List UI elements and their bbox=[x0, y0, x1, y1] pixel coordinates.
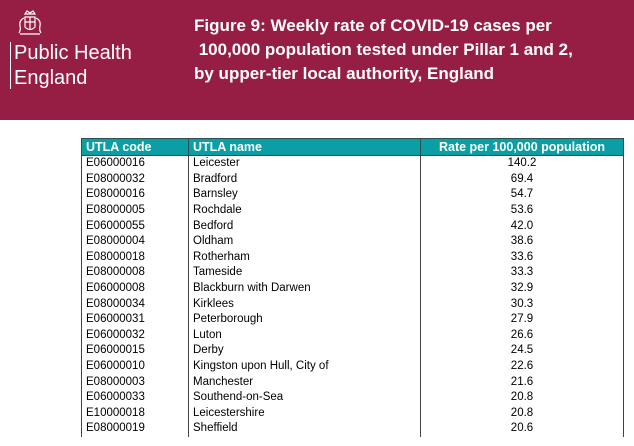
cell-rate: 33.6 bbox=[420, 249, 624, 266]
cell-rate: 33.3 bbox=[420, 265, 624, 281]
cell-utla-code: E10000018 bbox=[81, 405, 189, 422]
cell-rate: 20.8 bbox=[420, 405, 624, 422]
cell-utla-code: E06000008 bbox=[81, 280, 189, 297]
cell-rate: 27.9 bbox=[420, 311, 624, 328]
cell-rate: 32.9 bbox=[420, 280, 624, 297]
table-row: E08000018 Rotherham 33.6 bbox=[81, 249, 624, 266]
table-row: E06000031 Peterborough 27.9 bbox=[81, 311, 624, 328]
table-body: E06000016 Leicester 140.2 E08000032 Bradford… bbox=[81, 154, 624, 437]
table-row: E10000018 Leicestershire 20.8 bbox=[81, 405, 624, 422]
cell-utla-code: E08000016 bbox=[81, 187, 189, 203]
header-banner: Public Health England Figure 9: Weekly r… bbox=[0, 0, 634, 120]
cell-rate: 22.6 bbox=[420, 358, 624, 375]
cell-utla-name: Leicestershire bbox=[188, 405, 421, 422]
cell-utla-name: Tameside bbox=[188, 265, 421, 281]
column-header-rate: Rate per 100,000 population bbox=[420, 138, 624, 156]
cell-utla-code: E06000015 bbox=[81, 343, 189, 359]
cell-utla-code: E08000034 bbox=[81, 296, 189, 312]
cell-rate: 53.6 bbox=[420, 202, 624, 219]
cell-utla-name: Bedford bbox=[188, 218, 421, 234]
cell-utla-name: Barnsley bbox=[188, 187, 421, 203]
cell-utla-name: Kingston upon Hull, City of bbox=[188, 358, 421, 375]
cell-rate: 20.8 bbox=[420, 389, 624, 406]
cell-utla-name: Blackburn with Darwen bbox=[188, 280, 421, 297]
cell-utla-name: Southend-on-Sea bbox=[188, 389, 421, 406]
cell-rate: 26.6 bbox=[420, 327, 624, 344]
cell-rate: 140.2 bbox=[420, 154, 624, 172]
cell-utla-name: Rochdale bbox=[188, 202, 421, 219]
royal-crest-icon bbox=[18, 10, 42, 35]
cell-utla-code: E06000031 bbox=[81, 311, 189, 328]
cell-utla-code: E08000008 bbox=[81, 265, 189, 281]
cell-utla-name: Oldham bbox=[188, 233, 421, 250]
table-row: E08000019 Sheffield 20.6 bbox=[81, 421, 624, 437]
table-row: E08000016 Barnsley 54.7 bbox=[81, 187, 624, 203]
cell-utla-code: E08000019 bbox=[81, 421, 189, 437]
cell-rate: 42.0 bbox=[420, 218, 624, 234]
cell-rate: 38.6 bbox=[420, 233, 624, 250]
cell-utla-code: E06000032 bbox=[81, 327, 189, 344]
cell-utla-code: E06000016 bbox=[81, 154, 189, 172]
cell-utla-code: E08000003 bbox=[81, 374, 189, 390]
rate-table: UTLA code UTLA name Rate per 100,000 pop… bbox=[81, 138, 624, 437]
table-row: E08000005 Rochdale 53.6 bbox=[81, 202, 624, 219]
figure-title-line3: by upper-tier local authority, England bbox=[194, 64, 495, 83]
table-row: E06000016 Leicester 140.2 bbox=[81, 154, 624, 172]
cell-utla-name: Peterborough bbox=[188, 311, 421, 328]
figure-title: Figure 9: Weekly rate of COVID-19 cases … bbox=[194, 14, 626, 86]
table-row: E06000032 Luton 26.6 bbox=[81, 327, 624, 344]
logo-text-line2: England bbox=[14, 67, 88, 89]
cell-utla-name: Derby bbox=[188, 343, 421, 359]
cell-utla-code: E06000033 bbox=[81, 389, 189, 406]
table-row: E06000010 Kingston upon Hull, City of 22.6 bbox=[81, 358, 624, 375]
cell-utla-code: E08000005 bbox=[81, 202, 189, 219]
cell-utla-code: E08000004 bbox=[81, 233, 189, 250]
logo-divider bbox=[10, 42, 11, 89]
cell-utla-code: E06000055 bbox=[81, 218, 189, 234]
cell-rate: 24.5 bbox=[420, 343, 624, 359]
cell-utla-name: Bradford bbox=[188, 171, 421, 188]
table-row: E06000008 Blackburn with Darwen 32.9 bbox=[81, 280, 624, 297]
table-row: E06000033 Southend-on-Sea 20.8 bbox=[81, 389, 624, 406]
table-row: E08000008 Tameside 33.3 bbox=[81, 265, 624, 281]
table-row: E08000032 Bradford 69.4 bbox=[81, 171, 624, 188]
figure-title-line1: Figure 9: Weekly rate of COVID-19 cases … bbox=[194, 16, 552, 35]
cell-utla-name: Manchester bbox=[188, 374, 421, 390]
cell-utla-code: E06000010 bbox=[81, 358, 189, 375]
figure-title-line2: 100,000 population tested under Pillar 1… bbox=[194, 40, 573, 59]
column-header-code: UTLA code bbox=[81, 138, 189, 156]
cell-utla-name: Sheffield bbox=[188, 421, 421, 437]
cell-utla-name: Kirklees bbox=[188, 296, 421, 312]
cell-utla-name: Leicester bbox=[188, 154, 421, 172]
cell-utla-name: Luton bbox=[188, 327, 421, 344]
cell-utla-code: E08000032 bbox=[81, 171, 189, 188]
cell-utla-name: Rotherham bbox=[188, 249, 421, 266]
cell-utla-code: E08000018 bbox=[81, 249, 189, 266]
table-row: E08000003 Manchester 21.6 bbox=[81, 374, 624, 390]
logo-text-line1: Public Health bbox=[14, 42, 132, 64]
cell-rate: 69.4 bbox=[420, 171, 624, 188]
cell-rate: 20.6 bbox=[420, 421, 624, 437]
cell-rate: 54.7 bbox=[420, 187, 624, 203]
table-row: E08000034 Kirklees 30.3 bbox=[81, 296, 624, 312]
table-header-row: UTLA code UTLA name Rate per 100,000 pop… bbox=[81, 138, 624, 156]
column-header-name: UTLA name bbox=[188, 138, 421, 156]
cell-rate: 30.3 bbox=[420, 296, 624, 312]
table-row: E08000004 Oldham 38.6 bbox=[81, 233, 624, 250]
table-row: E06000055 Bedford 42.0 bbox=[81, 218, 624, 234]
cell-rate: 21.6 bbox=[420, 374, 624, 390]
table-row: E06000015 Derby 24.5 bbox=[81, 343, 624, 359]
